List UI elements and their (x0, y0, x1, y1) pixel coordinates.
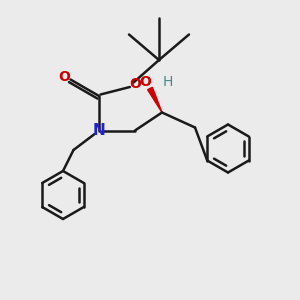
Text: O: O (140, 76, 152, 89)
Text: N: N (93, 123, 105, 138)
Text: H: H (163, 76, 173, 89)
Polygon shape (148, 87, 162, 112)
Text: O: O (129, 77, 141, 91)
Text: O: O (58, 70, 70, 83)
